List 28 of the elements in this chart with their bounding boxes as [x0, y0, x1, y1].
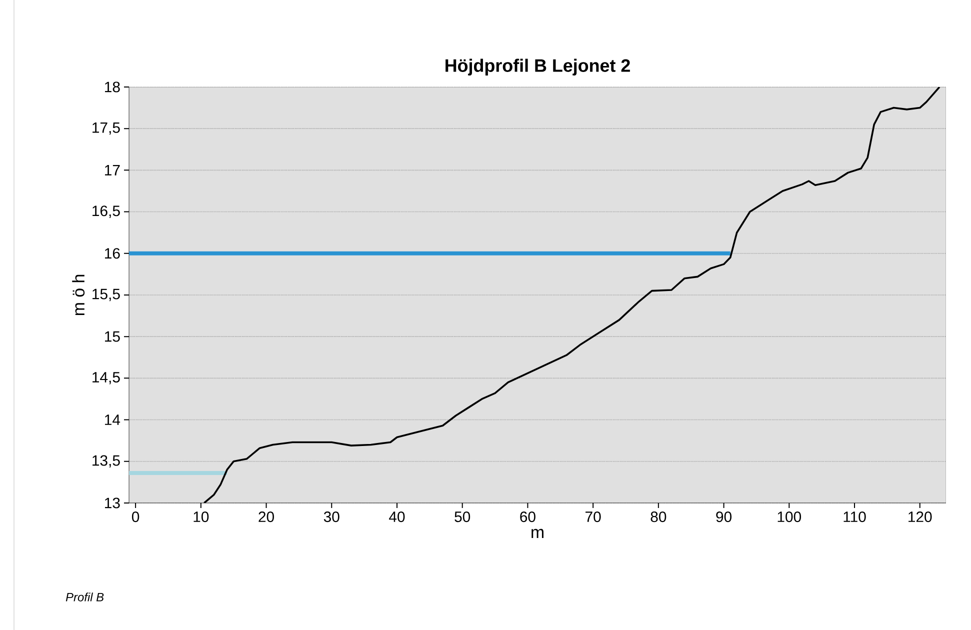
y-tick-label: 18	[105, 82, 120, 92]
y-tick-label: 13,5	[92, 455, 120, 468]
x-tick-label: 20	[258, 512, 274, 522]
x-tick-label: 50	[454, 512, 470, 522]
text: Profil B	[66, 592, 104, 602]
x-tick-label: 0	[132, 512, 140, 522]
chart-title: Höjdprofil B Lejonet 2	[446, 58, 630, 76]
y-tick-label: 15,5	[92, 288, 120, 302]
y-tick-label: 15	[105, 331, 120, 342]
x-axis-title: m	[532, 528, 544, 538]
x-tick-label: 40	[389, 512, 405, 522]
x-tick-label: 10	[194, 512, 209, 522]
x-tick-label: 30	[324, 512, 340, 522]
x-tick-label: 70	[586, 512, 601, 522]
y-axis-title: m ö h	[72, 274, 85, 316]
x-tick-label: 100	[778, 512, 802, 522]
y-tick-label: 14,5	[92, 372, 120, 384]
x-tick-label: 90	[716, 512, 732, 522]
x-tick-label: 80	[650, 512, 666, 522]
y-tick-label: 13	[105, 498, 120, 508]
x-tick-label: 60	[520, 512, 536, 522]
y-tick-label: 17,5	[92, 122, 120, 135]
x-tick-label: 110	[844, 512, 866, 522]
y-tick-label: 17	[105, 165, 120, 176]
y-tick-label: 14	[105, 414, 120, 425]
x-tick-label: 120	[908, 512, 932, 522]
y-tick-label: 16	[105, 248, 120, 259]
y-tick-label: 16,5	[92, 206, 120, 218]
